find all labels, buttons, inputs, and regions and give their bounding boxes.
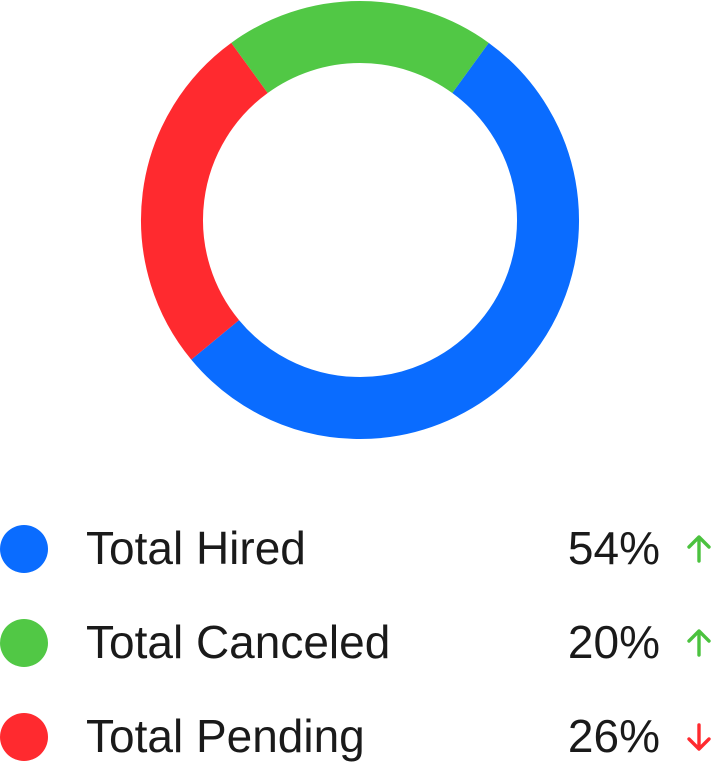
legend-swatch (0, 619, 48, 667)
legend-swatch (0, 525, 48, 573)
donut-segment-total-hired (191, 42, 579, 439)
donut-chart (141, 1, 579, 439)
chart-legend: Total Hired 54% Total Canceled 20% Total… (0, 500, 720, 782)
arrow-up-icon (687, 629, 711, 657)
legend-value: 20% (567, 616, 660, 668)
legend-label: Total Pending (86, 710, 365, 762)
donut-segment-total-canceled (231, 1, 489, 94)
legend-swatch (0, 713, 48, 761)
arrow-up-icon (687, 535, 711, 563)
legend-item-canceled: Total Canceled 20% (0, 594, 720, 688)
legend-label: Total Hired (86, 522, 306, 574)
legend-label: Total Canceled (86, 616, 391, 668)
legend-value: 54% (567, 522, 660, 574)
arrow-down-icon (687, 723, 711, 751)
legend-item-pending: Total Pending 26% (0, 688, 720, 782)
legend-item-hired: Total Hired 54% (0, 500, 720, 594)
legend-value: 26% (567, 710, 660, 762)
donut-segment-total-pending (141, 42, 269, 360)
